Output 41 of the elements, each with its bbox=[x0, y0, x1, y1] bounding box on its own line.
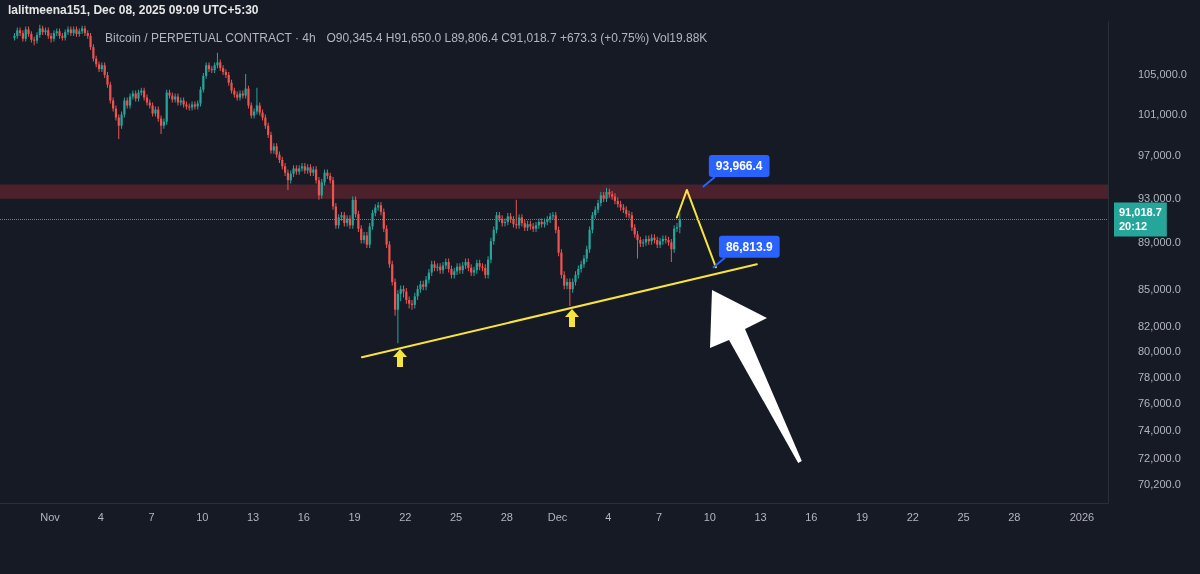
y-tick-label: 74,000.0 bbox=[1138, 424, 1181, 437]
x-tick-label: 22 bbox=[906, 510, 919, 523]
x-tick-label: 4 bbox=[605, 510, 612, 523]
x-tick-label: 7 bbox=[655, 510, 663, 523]
x-tick-label: 10 bbox=[703, 510, 716, 523]
text: O90,345.4 H91,650.0 L89,806.4 C91,018.7 +673.3 (+0.75%) Vol19.88K bbox=[326, 31, 708, 45]
text: Bitcoin / PERPETUAL CONTRACT · 4h bbox=[105, 31, 316, 45]
y-tick-label: 70,200.0 bbox=[1138, 477, 1181, 490]
y-tick-label: 101,000.0 bbox=[1138, 107, 1187, 120]
y-tick-label: 105,000.0 bbox=[1138, 67, 1187, 80]
y-tick-label: 85,000.0 bbox=[1138, 283, 1181, 296]
x-tick-label: 25 bbox=[957, 510, 970, 523]
x-tick-label: 28 bbox=[1008, 510, 1021, 523]
y-tick-label: 97,000.0 bbox=[1138, 148, 1181, 161]
y-tick-label: 80,000.0 bbox=[1138, 344, 1181, 357]
x-tick-label: 13 bbox=[246, 510, 260, 523]
y-tick-label: 72,000.0 bbox=[1138, 452, 1181, 465]
x-tick-label: 22 bbox=[399, 510, 412, 523]
x-tick-label: 25 bbox=[449, 510, 463, 523]
y-tick-label: 76,000.0 bbox=[1138, 397, 1181, 410]
x-tick-label: 28 bbox=[500, 510, 513, 523]
x-tick-label: Dec bbox=[547, 510, 568, 523]
y-tick-label: 82,000.0 bbox=[1138, 319, 1181, 332]
y-tick-label: 89,000.0 bbox=[1138, 236, 1181, 249]
text: lalitmeena151, Dec 08, 2025 09:09 UTC+5:30 bbox=[8, 3, 259, 17]
x-tick-label: Nov bbox=[40, 510, 61, 523]
x-tick-label: 19 bbox=[348, 510, 361, 523]
y-tick-label: 93,000.0 bbox=[1138, 191, 1181, 204]
ref-line-label: 91,018.7 bbox=[1119, 206, 1162, 219]
x-tick-label: 10 bbox=[196, 510, 209, 523]
annotation: 86,813.9 bbox=[725, 239, 773, 254]
x-tick-label: 16 bbox=[297, 510, 310, 523]
x-tick-label: 19 bbox=[855, 510, 869, 523]
x-tick-label: 7 bbox=[148, 510, 155, 523]
text: 20:12 bbox=[1119, 220, 1148, 233]
x-tick-label: 2026 bbox=[1069, 510, 1095, 523]
x-tick-label: 16 bbox=[805, 510, 818, 523]
y-tick-label: 78,000.0 bbox=[1138, 370, 1181, 383]
x-tick-label: 4 bbox=[97, 510, 104, 523]
annotation: 93,966.4 bbox=[715, 159, 763, 174]
x-tick-label: 13 bbox=[754, 510, 767, 523]
